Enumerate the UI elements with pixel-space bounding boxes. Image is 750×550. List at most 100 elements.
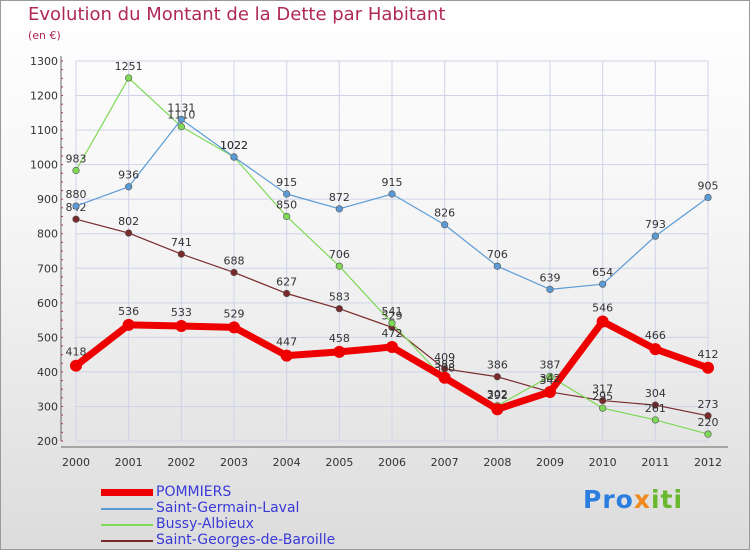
x-tick-label: 2000 (62, 456, 90, 469)
x-tick-label: 2004 (273, 456, 301, 469)
data-point (651, 401, 659, 409)
x-tick-label: 2005 (325, 456, 353, 469)
y-tick-label: 900 (37, 193, 58, 206)
data-label: 533 (171, 306, 192, 319)
data-point (649, 343, 662, 356)
line-chart: 200 300 400 500 600 700 800 900 1000 1100 1200 1300… (30, 55, 728, 469)
y-tick-label: 1200 (30, 90, 58, 103)
data-point (125, 229, 133, 237)
data-point (386, 341, 398, 354)
data-label: 654 (592, 266, 613, 279)
data-point (230, 268, 238, 277)
data-label: 466 (645, 329, 666, 342)
data-point (335, 262, 343, 270)
legend-swatch (101, 540, 153, 542)
data-label: 317 (592, 383, 613, 396)
data-point (125, 183, 133, 191)
data-label: 546 (592, 301, 613, 314)
x-tick-label: 2002 (167, 456, 195, 469)
data-point (283, 289, 291, 298)
data-point (388, 319, 396, 327)
y-tick-label: 800 (37, 228, 58, 241)
y-tick-label: 1000 (30, 159, 58, 172)
logo-part: x (633, 485, 651, 514)
y-tick-label: 300 (37, 400, 58, 413)
data-label: 850 (276, 198, 297, 211)
data-point (704, 193, 712, 202)
x-tick-label: 2006 (378, 456, 406, 469)
data-label: 529 (382, 309, 403, 322)
data-label: 447 (276, 336, 297, 349)
legend-item-saint-georges-de-baroille: Saint-Georges-de-Baroille (101, 532, 401, 549)
data-point (491, 403, 504, 416)
data-point (599, 396, 607, 405)
data-label: 383 (434, 358, 455, 371)
data-label: 261 (645, 402, 666, 415)
data-point (546, 372, 554, 381)
legend-swatch (101, 489, 153, 496)
data-label: 302 (487, 388, 508, 401)
data-label: 541 (382, 305, 403, 318)
legend-label: Saint-Germain-Laval (156, 500, 300, 516)
legend-swatch (101, 524, 153, 526)
y-tick-label: 400 (37, 366, 58, 379)
x-tick-label: 2012 (694, 456, 722, 469)
data-label: 292 (487, 389, 508, 402)
data-point (441, 221, 449, 229)
data-point (702, 361, 714, 374)
data-point (544, 385, 556, 398)
logo-part: Pro (583, 485, 634, 514)
data-point (283, 212, 291, 221)
data-label: 688 (224, 254, 245, 267)
legend-item-pommiers: POMMIERS (101, 484, 401, 501)
data-point (704, 430, 712, 438)
data-point (70, 359, 82, 372)
legend-swatch (101, 508, 153, 510)
data-point (651, 416, 659, 424)
x-tick-label: 2010 (589, 456, 617, 469)
data-point (388, 190, 396, 198)
chart-title: Evolution du Montant de la Dette par Hab… (28, 4, 446, 25)
x-tick-label: 2003 (220, 456, 248, 469)
data-point (283, 190, 291, 198)
data-point (72, 166, 80, 175)
data-label: 304 (645, 387, 666, 400)
y-tick-label: 1100 (30, 124, 58, 137)
data-label: 273 (698, 398, 719, 411)
data-label: 1022 (220, 139, 248, 152)
x-tick-label: 2001 (115, 456, 143, 469)
legend-item-saint-germain-laval: Saint-Germain-Laval (101, 500, 401, 517)
y-tick-label: 1300 (30, 55, 58, 68)
data-label: 627 (276, 275, 297, 288)
data-label: 706 (329, 248, 350, 261)
x-tick-label: 2009 (536, 456, 564, 469)
data-point (333, 345, 346, 358)
y-tick-label: 600 (37, 297, 58, 310)
data-label: 706 (487, 248, 508, 261)
data-label: 458 (329, 332, 350, 345)
x-tick-label: 2007 (431, 456, 459, 469)
data-point (438, 371, 451, 384)
data-label: 936 (118, 169, 139, 182)
data-point (230, 153, 238, 161)
data-label: 529 (224, 307, 245, 320)
data-label: 1022 (220, 139, 248, 152)
proxiti-logo: Proxiti (583, 485, 683, 514)
data-label: 915 (276, 176, 297, 189)
data-point (72, 215, 80, 223)
y-tick-label: 200 (37, 435, 58, 448)
data-label: 387 (540, 358, 561, 371)
data-point (177, 123, 185, 131)
data-label: 741 (171, 236, 192, 249)
data-label: 802 (118, 215, 139, 228)
legend-label: Saint-Georges-de-Baroille (156, 532, 336, 548)
data-label: 826 (434, 207, 455, 220)
data-point (177, 250, 185, 258)
data-point (493, 373, 501, 381)
data-label: 409 (434, 351, 455, 364)
data-label: 342 (540, 372, 561, 385)
legend-label: Bussy-Albieux (156, 516, 254, 532)
legend: POMMIERS Saint-Germain-Laval Bussy-Albie… (101, 484, 401, 549)
data-label: 983 (66, 153, 87, 166)
